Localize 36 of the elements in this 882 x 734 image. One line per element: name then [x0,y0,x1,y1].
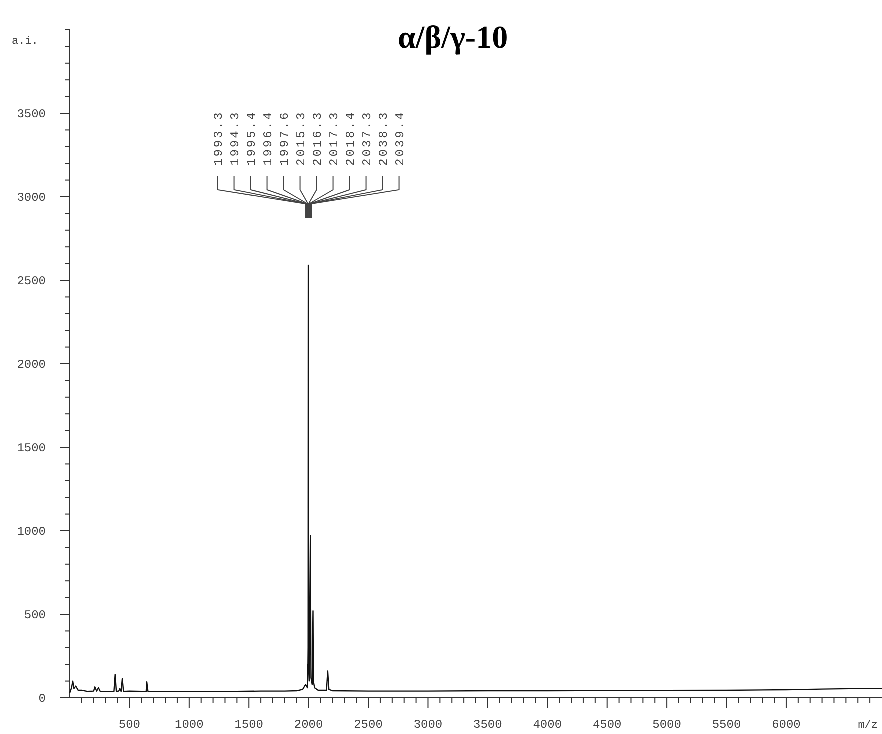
annotation: 2017.3 [327,110,342,166]
x-tick-label: 5500 [712,718,742,732]
annotation: 1996.4 [261,110,276,166]
annotation: 1993.3 [212,110,226,166]
y-tick-label: 1500 [17,442,46,456]
annotation: 2015.3 [294,110,308,166]
y-tick-label: 2500 [17,274,46,288]
annotation: 1995.4 [244,110,259,166]
y-tick-label: 2000 [17,358,46,372]
y-tick-label: 500 [24,608,46,622]
y-tick-label: 1000 [17,525,46,539]
chart-title: α/β/γ-10 [398,19,508,55]
annotation: 1997.6 [278,110,292,166]
x-tick-label: 6000 [772,718,801,732]
annotation: 1994.3 [228,110,242,166]
annotation: 2037.3 [360,110,374,166]
x-tick-label: 1000 [175,718,204,732]
y-tick-label: 3000 [17,191,46,205]
x-tick-label: 2500 [354,718,383,732]
y-axis-title: a.i. [12,36,38,48]
x-tick-label: 500 [118,718,141,732]
x-axis-title: m/z [858,720,878,732]
x-tick-label: 4000 [533,718,562,732]
x-tick-label: 3500 [474,718,502,732]
annotation: 2016.3 [310,110,325,166]
annotation: 2018.4 [344,110,358,166]
line-series [69,264,882,694]
annotation: 2039.4 [393,110,408,166]
x-tick-label: 2000 [294,718,324,732]
x-tick-label: 4500 [592,718,622,732]
y-tick-label: 3500 [17,108,46,122]
x-tick-label: 5000 [652,718,682,732]
x-tick-label: 1500 [234,718,264,732]
y-tick-label: 0 [38,692,46,706]
x-tick-label: 3000 [414,718,443,732]
annotation: 2038.3 [376,110,391,166]
